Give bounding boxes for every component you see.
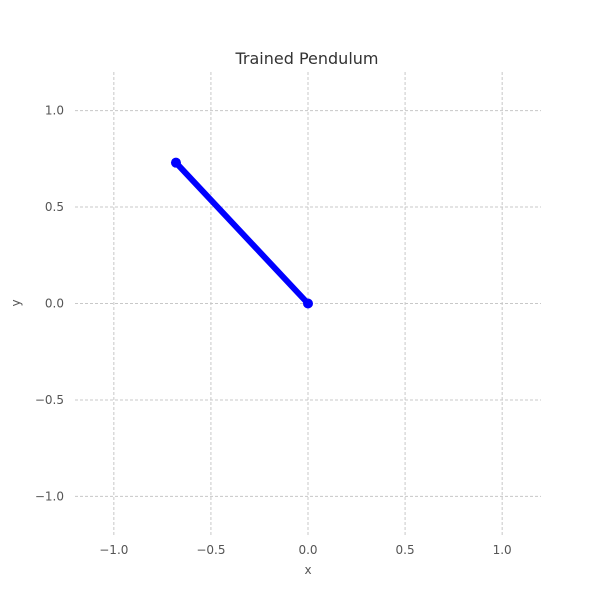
pendulum-rod-line xyxy=(172,159,311,307)
x-tick-labels: −1.0 −0.5 0.0 0.5 1.0 xyxy=(99,543,511,557)
x-tick-label: 0.0 xyxy=(298,543,317,557)
x-tick-label: 1.0 xyxy=(493,543,512,557)
grid-layer xyxy=(75,72,541,535)
pivot-point xyxy=(303,298,313,309)
y-tick-label: 1.0 xyxy=(45,104,64,118)
y-tick-label: 0.5 xyxy=(45,200,64,214)
y-tick-label: −1.0 xyxy=(35,489,64,503)
x-tick-label: −1.0 xyxy=(99,543,128,557)
bob-point xyxy=(170,157,181,168)
chart-title: Trained Pendulum xyxy=(234,49,378,68)
y-tick-label: −0.5 xyxy=(35,393,64,407)
y-axis-label: y xyxy=(9,299,23,306)
series-layer xyxy=(170,157,313,309)
x-tick-label: 0.5 xyxy=(396,543,415,557)
y-tick-labels: −1.0 −0.5 0.0 0.5 1.0 xyxy=(35,104,64,504)
x-axis-label: x xyxy=(304,563,311,577)
x-tick-label: −0.5 xyxy=(196,543,225,557)
y-tick-label: 0.0 xyxy=(45,297,64,311)
